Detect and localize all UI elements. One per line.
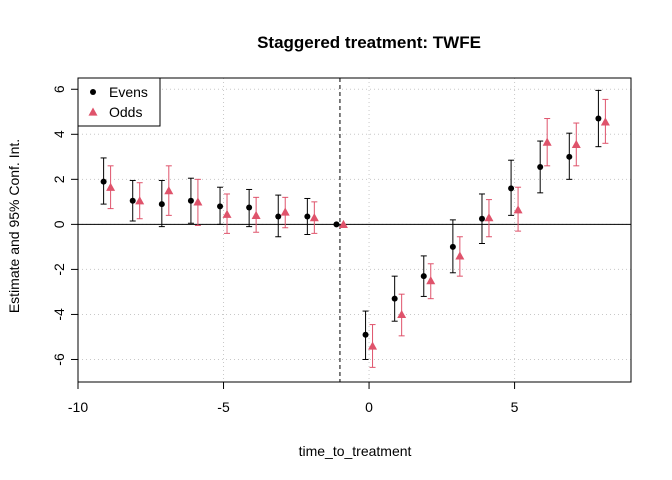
legend-marker-odds (88, 107, 98, 116)
axes: -10 -5 0 5 -6 -4 -2 0 2 4 6 (51, 77, 632, 415)
data-series (100, 89, 610, 368)
x-tick-label: -10 (68, 399, 88, 415)
series-evens (100, 89, 602, 360)
legend-label-odds: Odds (109, 104, 142, 120)
y-tick-label: 2 (51, 175, 67, 183)
y-tick-label: 6 (51, 85, 67, 93)
data-point (455, 251, 465, 260)
data-point (338, 219, 348, 228)
legend-marker-evens (90, 89, 96, 95)
data-point (275, 213, 282, 220)
data-point (164, 186, 174, 195)
data-point (420, 273, 427, 280)
data-point (368, 341, 378, 350)
data-point (217, 203, 224, 210)
data-point (362, 331, 369, 338)
data-point (508, 185, 515, 192)
data-point (304, 213, 311, 220)
x-tick-label: 0 (365, 399, 373, 415)
data-point (106, 182, 116, 191)
data-point (280, 207, 290, 216)
data-point (129, 197, 136, 204)
plot-frame (77, 77, 632, 383)
y-axis-label: Estimate and 95% Conf. Int. (6, 139, 22, 313)
x-tick-label: -5 (217, 399, 230, 415)
data-point (309, 213, 319, 222)
data-point (571, 139, 581, 149)
legend-label-evens: Evens (109, 84, 148, 100)
data-point (449, 243, 456, 250)
data-point (158, 201, 165, 208)
data-point (246, 204, 253, 211)
y-tick-label: 4 (51, 130, 67, 138)
data-point (397, 309, 407, 319)
data-point (595, 115, 602, 122)
grid-lines (77, 78, 631, 382)
data-point (222, 209, 232, 218)
data-point (426, 276, 436, 285)
data-point (333, 221, 340, 228)
data-point (100, 178, 107, 185)
series-odds (106, 98, 610, 368)
data-point (187, 197, 194, 204)
y-tick-label: -2 (51, 263, 67, 276)
data-point (135, 196, 145, 205)
x-tick-label: 5 (511, 399, 519, 415)
chart-title: Staggered treatment: TWFE (257, 33, 481, 52)
x-axis-label: time_to_treatment (299, 443, 412, 459)
data-point (193, 197, 203, 206)
data-point (542, 137, 552, 146)
data-point (513, 205, 523, 214)
data-point (478, 215, 485, 222)
y-tick-label: -4 (51, 308, 67, 321)
data-point (484, 213, 494, 222)
data-point (600, 117, 610, 126)
data-point (566, 153, 573, 160)
data-point (251, 210, 261, 219)
data-point (391, 295, 398, 302)
y-tick-label: 0 (51, 220, 67, 228)
y-tick-label: -6 (51, 353, 67, 366)
reference-lines (78, 78, 631, 382)
legend: Evens Odds (77, 77, 161, 127)
data-point (537, 163, 544, 170)
legend-box (77, 77, 161, 127)
